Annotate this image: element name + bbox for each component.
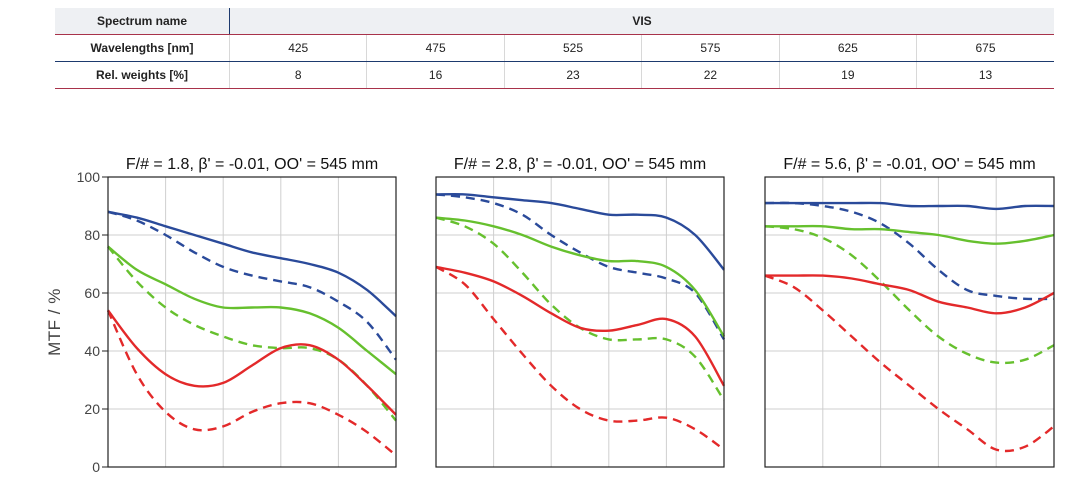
- weight-cell: 23: [503, 61, 642, 89]
- wavelength-cell: 575: [641, 34, 780, 62]
- series-line-blue-dashed: [435, 193, 726, 341]
- y-tick-label: 40: [84, 343, 100, 359]
- weight-cell: 16: [366, 61, 505, 89]
- plot-frame: [107, 176, 397, 468]
- series-line-blue-dashed: [764, 201, 1055, 301]
- series-line-green-solid: [765, 224, 1055, 245]
- series-line-green-solid: [435, 216, 726, 338]
- wavelength-cell: 675: [916, 34, 1054, 62]
- rel-weights-header: Rel. weights [%]: [55, 61, 230, 89]
- spectrum-table: Spectrum name VIS Wavelengths [nm] 425 4…: [55, 8, 1054, 89]
- wavelengths-header: Wavelengths [nm]: [55, 34, 230, 62]
- wavelength-cell: 425: [228, 34, 367, 62]
- wavelength-cell: 525: [503, 34, 642, 62]
- y-tick-label: 60: [84, 285, 100, 301]
- series-line-blue-solid: [765, 201, 1055, 211]
- plot-frame: [764, 176, 1055, 468]
- series-line-red-dashed: [764, 274, 1055, 453]
- wavelength-cell: 625: [778, 34, 917, 62]
- y-tick-label: 0: [92, 459, 100, 475]
- series-line-green-dashed: [435, 216, 726, 401]
- series-line-blue-solid: [107, 210, 397, 318]
- y-axis-label: MTF / %: [45, 288, 64, 356]
- weight-cell: 8: [228, 61, 367, 89]
- wavelength-cell: 475: [366, 34, 505, 62]
- plot-frame: [435, 176, 725, 468]
- weight-cell: 22: [641, 61, 780, 89]
- chart-1: F/# = 1.8, β' = -0.01, OO' = 545 mm 0 20 40…: [45, 156, 397, 475]
- y-tick-label: 100: [77, 169, 101, 185]
- y-tick-label: 20: [84, 401, 100, 417]
- series-line-green-dashed: [764, 225, 1055, 365]
- spectrum-name-header: Spectrum name: [55, 8, 230, 35]
- weight-cell: 19: [778, 61, 917, 89]
- chart-3: F/# = 5.6, β' = -0.01, OO' = 545 mm: [764, 156, 1055, 468]
- chart-title: F/# = 2.8, β' = -0.01, OO' = 545 mm: [454, 156, 706, 173]
- series-line-red-dashed: [435, 265, 725, 451]
- chart-2: F/# = 2.8, β' = -0.01, OO' = 545 mm: [435, 156, 726, 468]
- series-line-blue-dashed: [107, 210, 397, 361]
- series-line-red-solid: [107, 309, 397, 416]
- chart-title: F/# = 5.6, β' = -0.01, OO' = 545 mm: [783, 156, 1035, 173]
- chart-title: F/# = 1.8, β' = -0.01, OO' = 545 mm: [126, 156, 378, 173]
- series-line-green-solid: [107, 245, 397, 376]
- series-line-red-solid: [765, 274, 1055, 315]
- spectrum-name-value: VIS: [229, 8, 1054, 35]
- series-line-red-dashed: [106, 309, 397, 457]
- weight-cell: 13: [916, 61, 1054, 89]
- series-line-blue-solid: [435, 192, 725, 271]
- y-tick-label: 80: [84, 227, 100, 243]
- series-line-red-solid: [435, 265, 726, 387]
